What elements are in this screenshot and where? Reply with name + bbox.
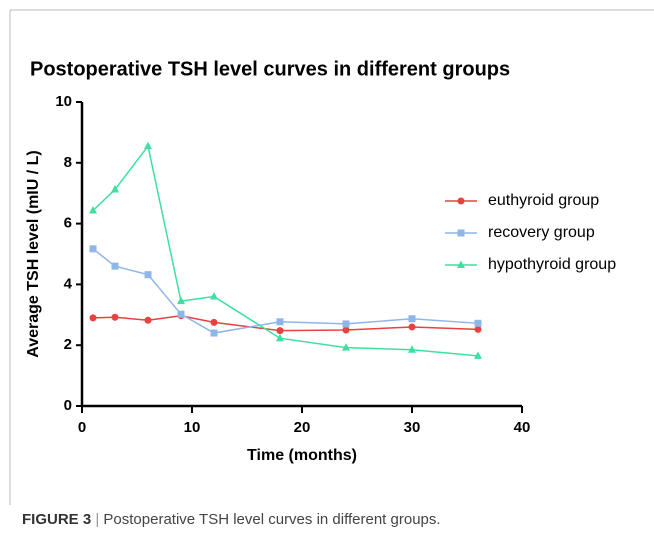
caption-text: Postoperative TSH level curves in differ… bbox=[103, 511, 440, 528]
x-tick-label: 20 bbox=[294, 419, 311, 436]
x-tick-label: 0 bbox=[78, 419, 86, 436]
marker bbox=[408, 345, 416, 353]
marker bbox=[474, 325, 482, 333]
chart-title: Postoperative TSH level curves in differ… bbox=[30, 58, 510, 80]
y-axis-label: Average TSH level (mIU / L) bbox=[25, 150, 42, 357]
marker bbox=[342, 320, 350, 328]
marker bbox=[144, 141, 152, 150]
marker bbox=[474, 351, 482, 359]
series-line bbox=[92, 314, 479, 332]
marker bbox=[342, 343, 350, 351]
y-tick-label: 6 bbox=[64, 215, 72, 232]
marker bbox=[111, 313, 119, 321]
marker bbox=[144, 316, 152, 324]
marker bbox=[474, 319, 482, 327]
marker bbox=[276, 333, 284, 342]
series-line bbox=[92, 144, 479, 357]
x-tick-label: 40 bbox=[514, 419, 531, 436]
marker bbox=[89, 314, 97, 322]
marker bbox=[342, 326, 350, 334]
marker bbox=[111, 262, 119, 270]
marker bbox=[89, 206, 97, 214]
marker bbox=[177, 296, 185, 305]
y-tick-label: 4 bbox=[64, 275, 73, 292]
marker bbox=[276, 327, 284, 335]
caption: FIGURE 3 | Postoperative TSH level curve… bbox=[22, 511, 441, 528]
caption-separator: | bbox=[91, 511, 103, 528]
y-tick-label: 2 bbox=[64, 336, 72, 353]
legend-label: euthyroid group bbox=[488, 192, 599, 209]
marker bbox=[210, 318, 218, 326]
marker bbox=[408, 315, 416, 323]
caption-label: FIGURE 3 bbox=[22, 511, 91, 528]
legend-marker bbox=[457, 229, 465, 237]
marker bbox=[111, 185, 119, 193]
legend-marker bbox=[457, 260, 465, 268]
marker bbox=[89, 245, 97, 253]
legend-label: recovery group bbox=[488, 224, 595, 241]
y-tick-label: 8 bbox=[64, 154, 72, 171]
x-tick-label: 10 bbox=[184, 419, 201, 436]
x-axis-label: Time (months) bbox=[247, 447, 357, 464]
x-tick-label: 30 bbox=[404, 419, 421, 436]
marker bbox=[276, 318, 284, 326]
y-tick-label: 10 bbox=[55, 93, 72, 110]
marker bbox=[210, 329, 218, 337]
marker bbox=[144, 271, 152, 279]
y-tick-label: 0 bbox=[64, 397, 72, 414]
marker bbox=[408, 323, 416, 331]
legend-marker bbox=[457, 197, 465, 205]
legend-label: hypothyroid group bbox=[488, 256, 616, 273]
marker bbox=[177, 310, 185, 318]
marker bbox=[210, 292, 218, 300]
